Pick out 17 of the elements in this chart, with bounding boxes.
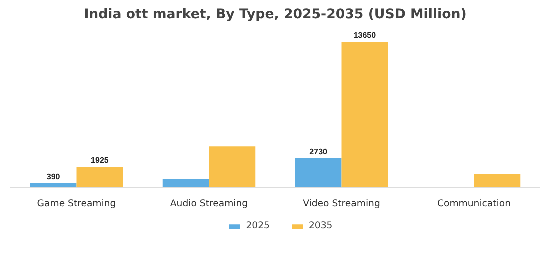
- x-tick-label: Audio Streaming: [170, 198, 248, 210]
- bar: [342, 42, 388, 188]
- x-tick-label: Video Streaming: [303, 198, 380, 210]
- x-tick-label: Communication: [437, 198, 512, 210]
- chart-title: India ott market, By Type, 2025-2035 (USD Million): [84, 8, 467, 22]
- data-label: 1925: [91, 156, 110, 165]
- bar: [76, 166, 124, 188]
- legend-label: 2025: [246, 220, 270, 232]
- data-label: 13650: [354, 31, 377, 40]
- bar: [209, 146, 256, 188]
- x-tick-label: Game Streaming: [37, 198, 116, 210]
- bar: [474, 174, 521, 188]
- data-label: 390: [46, 172, 61, 182]
- data-label: 2730: [310, 147, 328, 156]
- bar: [162, 179, 210, 188]
- bar: [295, 158, 342, 188]
- legend-label: 2035: [309, 220, 333, 232]
